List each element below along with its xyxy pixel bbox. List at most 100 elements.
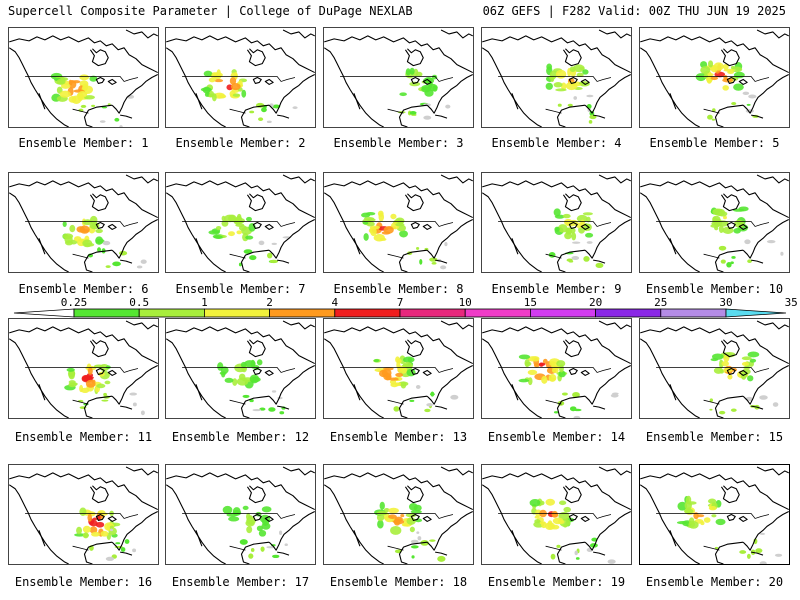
coastline — [426, 511, 473, 551]
coastline — [38, 384, 46, 401]
map-canvas — [324, 174, 473, 272]
coastline — [482, 192, 542, 272]
coastline — [111, 219, 158, 259]
coastline — [95, 513, 105, 521]
coastline — [598, 466, 631, 476]
coastline — [726, 513, 736, 521]
coastline — [398, 395, 428, 418]
coastline — [398, 249, 428, 272]
coastline — [742, 511, 789, 551]
coastline — [195, 384, 203, 401]
ensemble-member-map — [323, 27, 474, 128]
coastline — [714, 541, 744, 564]
coastline — [277, 114, 290, 119]
country-border — [340, 76, 454, 114]
coastline — [268, 511, 315, 551]
coastline — [353, 384, 361, 401]
country-border — [340, 367, 454, 405]
coastline — [166, 180, 315, 219]
colorbar-segment — [13, 308, 75, 318]
ensemble-member-map — [481, 27, 632, 128]
coastline — [246, 339, 266, 358]
scp-shading — [374, 501, 446, 562]
coastline — [166, 326, 315, 365]
coastline — [9, 338, 69, 418]
coastline — [353, 530, 361, 547]
scp-shading — [676, 495, 783, 564]
coastline — [756, 29, 789, 39]
ensemble-member-map — [8, 172, 159, 273]
coastline — [482, 484, 542, 564]
member-caption: Ensemble Member: 14 — [487, 430, 626, 444]
coastline — [264, 223, 274, 230]
coastline — [120, 259, 133, 264]
coastline — [83, 104, 113, 127]
member-caption: Ensemble Member: 7 — [175, 282, 306, 296]
colorbar-tick-label: 0.5 — [129, 296, 150, 309]
ensemble-member-map — [165, 27, 316, 128]
coastline — [246, 48, 266, 67]
coastline — [195, 238, 203, 255]
coastline — [89, 485, 109, 504]
coastline — [562, 485, 582, 504]
coastline — [580, 515, 590, 522]
coastline — [640, 326, 789, 365]
coastline — [568, 367, 578, 375]
ensemble-member-map — [8, 464, 159, 565]
country-border — [25, 367, 139, 405]
coastline — [324, 35, 473, 74]
coastline — [640, 484, 700, 564]
coastline — [166, 47, 226, 127]
map-canvas — [640, 174, 789, 272]
coastline — [277, 259, 290, 264]
member-caption: Ensemble Member: 15 — [645, 430, 784, 444]
coastline — [38, 530, 46, 547]
member-caption: Ensemble Member: 6 — [18, 282, 149, 296]
member-caption: Ensemble Member: 17 — [171, 575, 310, 589]
coastline — [756, 320, 789, 330]
coastline — [435, 114, 448, 119]
member-caption: Ensemble Member: 8 — [333, 282, 464, 296]
coastline — [593, 114, 606, 119]
coastline — [240, 541, 270, 564]
map-canvas — [482, 29, 631, 127]
coastline — [125, 174, 158, 184]
coastline — [726, 367, 736, 375]
coastline — [240, 395, 270, 418]
coastline — [714, 104, 744, 127]
coastline — [482, 338, 542, 418]
coastline — [593, 551, 606, 556]
country-border — [340, 513, 454, 551]
coastline — [264, 369, 274, 376]
ensemble-member-map — [323, 172, 474, 273]
country-border — [182, 513, 296, 551]
colorbar — [13, 308, 787, 318]
coastline — [324, 47, 384, 127]
coastline — [120, 405, 133, 410]
coastline — [562, 48, 582, 67]
member-caption: Ensemble Member: 4 — [491, 136, 622, 150]
coastline — [107, 223, 117, 230]
coastline — [111, 74, 158, 114]
coastline — [742, 74, 789, 114]
coastline — [568, 513, 578, 521]
coastline — [562, 193, 582, 212]
scp-shading — [545, 63, 597, 124]
coastline — [720, 48, 740, 67]
country-border — [656, 221, 770, 259]
coastline — [751, 259, 764, 264]
colorbar-tick-label: 30 — [719, 296, 733, 309]
coastline — [742, 365, 789, 405]
scp-shading — [50, 72, 135, 127]
coastline — [277, 551, 290, 556]
colorbar-tick-label: 35 — [784, 296, 798, 309]
coastline — [426, 365, 473, 405]
coastline — [246, 485, 266, 504]
colorbar-segment — [203, 308, 270, 318]
country-border — [182, 76, 296, 114]
coastline — [9, 472, 158, 511]
colorbar-tick-label: 0.25 — [60, 296, 88, 309]
ensemble-member-map — [639, 172, 790, 273]
coastline — [756, 466, 789, 476]
coastline — [556, 395, 586, 418]
